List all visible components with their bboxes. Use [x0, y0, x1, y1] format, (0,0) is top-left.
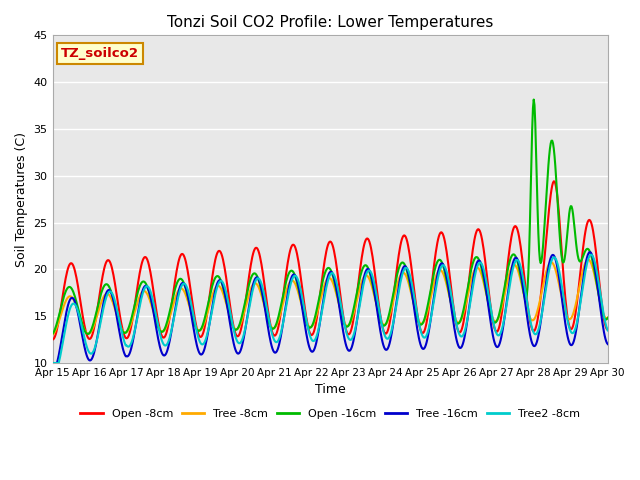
Legend: Open -8cm, Tree -8cm, Open -16cm, Tree -16cm, Tree2 -8cm: Open -8cm, Tree -8cm, Open -16cm, Tree -… [76, 404, 584, 423]
Tree -16cm [376, 323, 383, 329]
Open -8cm [195, 331, 202, 336]
Tree -16cm [195, 348, 202, 353]
Line: Tree -8cm: Tree -8cm [52, 260, 608, 335]
Tree -16cm [604, 341, 612, 347]
Open -8cm [554, 196, 561, 202]
Tree -8cm [49, 332, 56, 337]
Text: TZ_soilco2: TZ_soilco2 [61, 47, 139, 60]
Tree -16cm [170, 311, 178, 316]
Tree -8cm [553, 272, 561, 277]
Tree2 -8cm [49, 360, 56, 366]
Open -8cm [431, 261, 438, 266]
Open -16cm [323, 267, 330, 273]
Tree -16cm [553, 262, 561, 268]
Tree2 -8cm [604, 327, 612, 333]
Title: Tonzi Soil CO2 Profile: Lower Temperatures: Tonzi Soil CO2 Profile: Lower Temperatur… [167, 15, 493, 30]
Open -16cm [49, 331, 56, 337]
Tree2 -8cm [553, 259, 561, 264]
Open -16cm [604, 315, 612, 321]
Open -8cm [170, 282, 178, 288]
Tree2 -8cm [587, 252, 595, 258]
Tree -8cm [170, 298, 178, 303]
Tree -8cm [431, 279, 438, 285]
Tree -16cm [586, 249, 594, 255]
Tree -8cm [584, 257, 592, 263]
Open -8cm [49, 337, 56, 343]
Line: Open -16cm: Open -16cm [52, 99, 608, 334]
Tree -16cm [49, 360, 56, 366]
Open -16cm [554, 212, 562, 218]
Tree2 -8cm [195, 335, 202, 340]
Tree2 -8cm [170, 313, 178, 319]
Open -16cm [431, 266, 439, 272]
Open -16cm [530, 96, 538, 102]
X-axis label: Time: Time [315, 384, 346, 396]
Open -8cm [550, 179, 557, 184]
Tree2 -8cm [431, 295, 438, 301]
Tree2 -8cm [376, 309, 383, 315]
Open -16cm [84, 331, 92, 337]
Tree -16cm [431, 291, 438, 297]
Open -16cm [376, 317, 384, 323]
Tree -8cm [322, 279, 330, 285]
Open -16cm [172, 286, 179, 291]
Line: Open -8cm: Open -8cm [52, 181, 608, 340]
Open -8cm [376, 307, 383, 312]
Tree -8cm [604, 314, 612, 320]
Open -8cm [604, 327, 612, 333]
Tree -8cm [376, 313, 383, 319]
Open -8cm [322, 252, 330, 258]
Line: Tree -16cm: Tree -16cm [52, 252, 608, 363]
Tree -8cm [195, 327, 202, 333]
Line: Tree2 -8cm: Tree2 -8cm [52, 255, 608, 363]
Tree2 -8cm [322, 288, 330, 294]
Tree -16cm [322, 284, 330, 289]
Open -16cm [195, 328, 203, 334]
Y-axis label: Soil Temperatures (C): Soil Temperatures (C) [15, 132, 28, 267]
